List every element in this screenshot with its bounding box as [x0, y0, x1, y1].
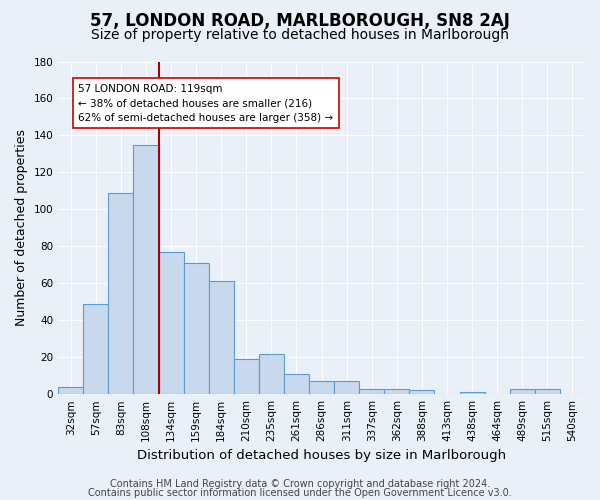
Bar	[109, 192, 133, 394]
X-axis label: Distribution of detached houses by size in Marlborough: Distribution of detached houses by size …	[137, 450, 506, 462]
Bar	[133, 144, 158, 394]
Bar	[158, 252, 184, 394]
Bar	[184, 263, 209, 394]
Bar	[309, 381, 334, 394]
Bar	[209, 282, 234, 394]
Bar	[460, 392, 485, 394]
Bar	[385, 388, 409, 394]
Y-axis label: Number of detached properties: Number of detached properties	[15, 130, 28, 326]
Bar	[284, 374, 309, 394]
Bar	[334, 381, 359, 394]
Text: 57 LONDON ROAD: 119sqm
← 38% of detached houses are smaller (216)
62% of semi-de: 57 LONDON ROAD: 119sqm ← 38% of detached…	[78, 84, 334, 124]
Bar	[359, 388, 385, 394]
Text: Contains public sector information licensed under the Open Government Licence v3: Contains public sector information licen…	[88, 488, 512, 498]
Text: Contains HM Land Registry data © Crown copyright and database right 2024.: Contains HM Land Registry data © Crown c…	[110, 479, 490, 489]
Bar	[409, 390, 434, 394]
Bar	[234, 359, 259, 394]
Bar	[510, 388, 535, 394]
Bar	[535, 388, 560, 394]
Bar	[58, 387, 83, 394]
Text: 57, LONDON ROAD, MARLBOROUGH, SN8 2AJ: 57, LONDON ROAD, MARLBOROUGH, SN8 2AJ	[90, 12, 510, 30]
Text: Size of property relative to detached houses in Marlborough: Size of property relative to detached ho…	[91, 28, 509, 42]
Bar	[259, 354, 284, 394]
Bar	[83, 304, 109, 394]
